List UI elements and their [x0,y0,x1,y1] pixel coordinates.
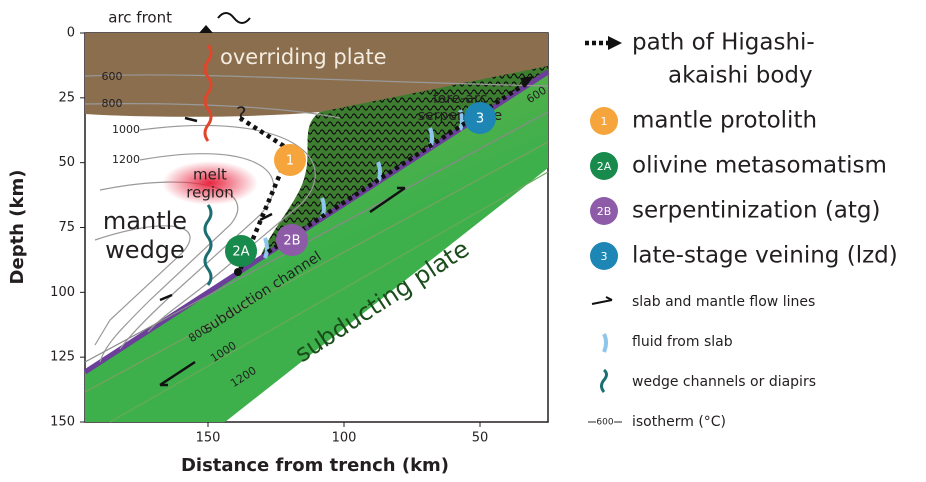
legend-fluid-symbol [604,334,606,352]
y-tick-label: 125 [50,350,75,365]
stage-label: 2B [283,234,300,249]
stage-label: 1 [286,154,294,169]
legend-marker-label: 1 [601,115,608,128]
stage-label: 2A [232,245,249,260]
y-axis-title: Depth (km) [7,170,28,285]
legend-text: fluid from slab [632,334,733,350]
legend-isotherm-value: 600 [596,418,613,428]
path-start [234,268,242,276]
melt-label: region [186,184,233,202]
legend-text: path of Higashi- [632,30,815,56]
y-tick-label: 75 [58,220,75,235]
legend-marker-label: 2B [597,205,612,218]
legend-marker-label: 2A [597,160,612,173]
legend-text: late-stage veining (lzd) [632,243,898,269]
legend-text: serpentinization (atg) [632,198,881,224]
mantle-wedge-label: wedge [105,236,185,264]
isotherm-label: 600 [102,70,123,83]
question-mark: ? [236,103,247,127]
y-tick-label: 100 [50,285,75,300]
overriding-plate-label: overriding plate [220,45,387,69]
legend: path of Higashi- akaishi body 1 mantle pr… [585,30,898,431]
x-axis-title: Distance from trench (km) [181,455,449,476]
volcano-symbol [218,13,250,23]
x-tick-label: 150 [196,431,221,446]
x-tick-label: 100 [332,431,357,446]
legend-stages: 1 mantle protolith 2A olivine metasomatism 2… [590,107,898,270]
cross-section: arc front overriding plate fore-arc serp… [50,9,549,446]
y-tick-label: 25 [58,90,75,105]
mantle-wedge-label: mantle [103,207,187,235]
x-tick-label: 50 [472,431,489,446]
y-tick-label: 50 [58,155,75,170]
legend-text: slab and mantle flow lines [632,294,815,310]
y-tick-label: 150 [50,415,75,430]
legend-text: wedge channels or diapirs [632,374,816,390]
legend-path-arrow [608,36,622,50]
legend-text: akaishi body [668,63,813,89]
legend-flow-symbol [592,297,612,304]
melt-label: melt [193,166,227,184]
isotherm-label: 1000 [112,123,140,136]
legend-marker-label: 3 [601,250,608,263]
stage-label: 3 [476,112,484,127]
y-tick-label: 0 [67,26,75,41]
arc-front-label: arc front [108,9,172,27]
legend-text: mantle protolith [632,108,817,134]
legend-text: olivine metasomatism [632,153,887,179]
legend-channel-symbol [602,370,607,392]
figure: arc front overriding plate fore-arc serp… [0,0,926,482]
legend-text: isotherm (°C) [632,414,726,430]
isotherm-label: 1200 [112,153,140,166]
isotherm-label: 800 [102,97,123,110]
arc-front-marker [199,25,213,33]
